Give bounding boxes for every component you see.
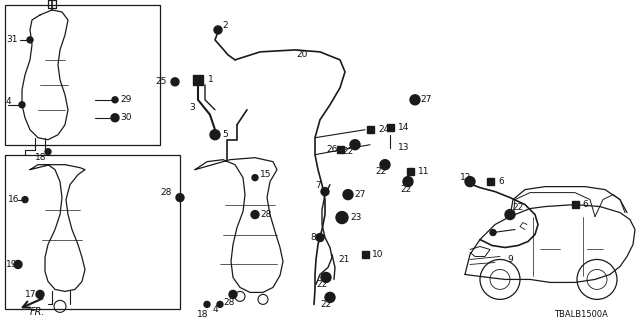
Text: 23: 23 [350,213,362,222]
Text: 27: 27 [354,190,365,199]
Circle shape [252,175,258,180]
Bar [387,124,394,131]
Text: 18: 18 [35,153,47,162]
Circle shape [325,292,335,302]
Circle shape [316,234,324,242]
Circle shape [410,95,420,105]
Text: 27: 27 [420,95,431,104]
Circle shape [204,301,210,308]
Text: 22: 22 [512,203,524,212]
Circle shape [321,272,331,283]
Text: 9: 9 [507,255,513,264]
Circle shape [321,188,329,196]
Text: 31: 31 [6,36,17,44]
Text: 6: 6 [582,200,588,209]
Text: 26: 26 [326,145,337,154]
Text: 28: 28 [223,298,234,307]
Circle shape [343,190,353,200]
Text: 22: 22 [375,167,387,176]
Text: 22: 22 [320,300,332,309]
Circle shape [171,78,179,86]
Text: 22: 22 [342,147,353,156]
Text: 4: 4 [6,97,12,106]
Text: 30: 30 [120,113,131,122]
Circle shape [45,149,51,155]
Bar [572,201,579,208]
Circle shape [336,212,348,224]
Bar [362,251,369,258]
Bar [486,178,493,185]
Text: 20: 20 [296,50,308,60]
Circle shape [36,291,44,298]
Circle shape [27,37,33,43]
Circle shape [505,210,515,220]
Text: 28: 28 [260,210,271,219]
Circle shape [350,140,360,150]
Text: 17: 17 [25,290,36,299]
Circle shape [112,97,118,103]
Text: 12: 12 [460,173,472,182]
Text: 16: 16 [8,195,19,204]
Circle shape [19,102,25,108]
Text: 25: 25 [155,77,166,86]
Circle shape [14,260,22,268]
Text: 28: 28 [160,188,172,197]
Circle shape [111,114,119,122]
Circle shape [490,229,496,236]
Text: 22: 22 [316,280,327,289]
Text: 10: 10 [372,250,383,259]
Text: 3: 3 [189,103,195,112]
Bar [5,155,180,309]
Bar [5,5,160,145]
Text: 24: 24 [378,125,389,134]
Bar [193,75,203,85]
Circle shape [210,130,220,140]
Text: 13: 13 [398,143,410,152]
Text: 21: 21 [338,255,349,264]
Text: 14: 14 [398,123,410,132]
Text: 8: 8 [310,233,316,242]
Bar [337,146,344,153]
Circle shape [22,196,28,203]
Circle shape [465,177,475,187]
Text: 22: 22 [400,185,412,194]
Text: 19: 19 [6,260,17,269]
Text: 5: 5 [222,130,228,139]
Text: 18: 18 [197,310,209,319]
Circle shape [380,160,390,170]
Text: 1: 1 [208,75,214,84]
Text: 29: 29 [120,95,131,104]
Bar [367,126,374,133]
Text: 7: 7 [315,181,321,190]
Circle shape [176,194,184,202]
Text: 6: 6 [498,177,504,186]
Circle shape [229,291,237,298]
Text: 11: 11 [418,167,429,176]
Text: TBALB1500A: TBALB1500A [554,310,608,319]
Circle shape [217,301,223,308]
Text: 2: 2 [222,21,228,30]
Text: 4: 4 [213,305,219,314]
Circle shape [214,26,222,34]
Text: 15: 15 [260,170,271,179]
Circle shape [251,211,259,219]
Bar [406,168,413,175]
Circle shape [403,177,413,187]
Text: FR.: FR. [30,308,45,317]
